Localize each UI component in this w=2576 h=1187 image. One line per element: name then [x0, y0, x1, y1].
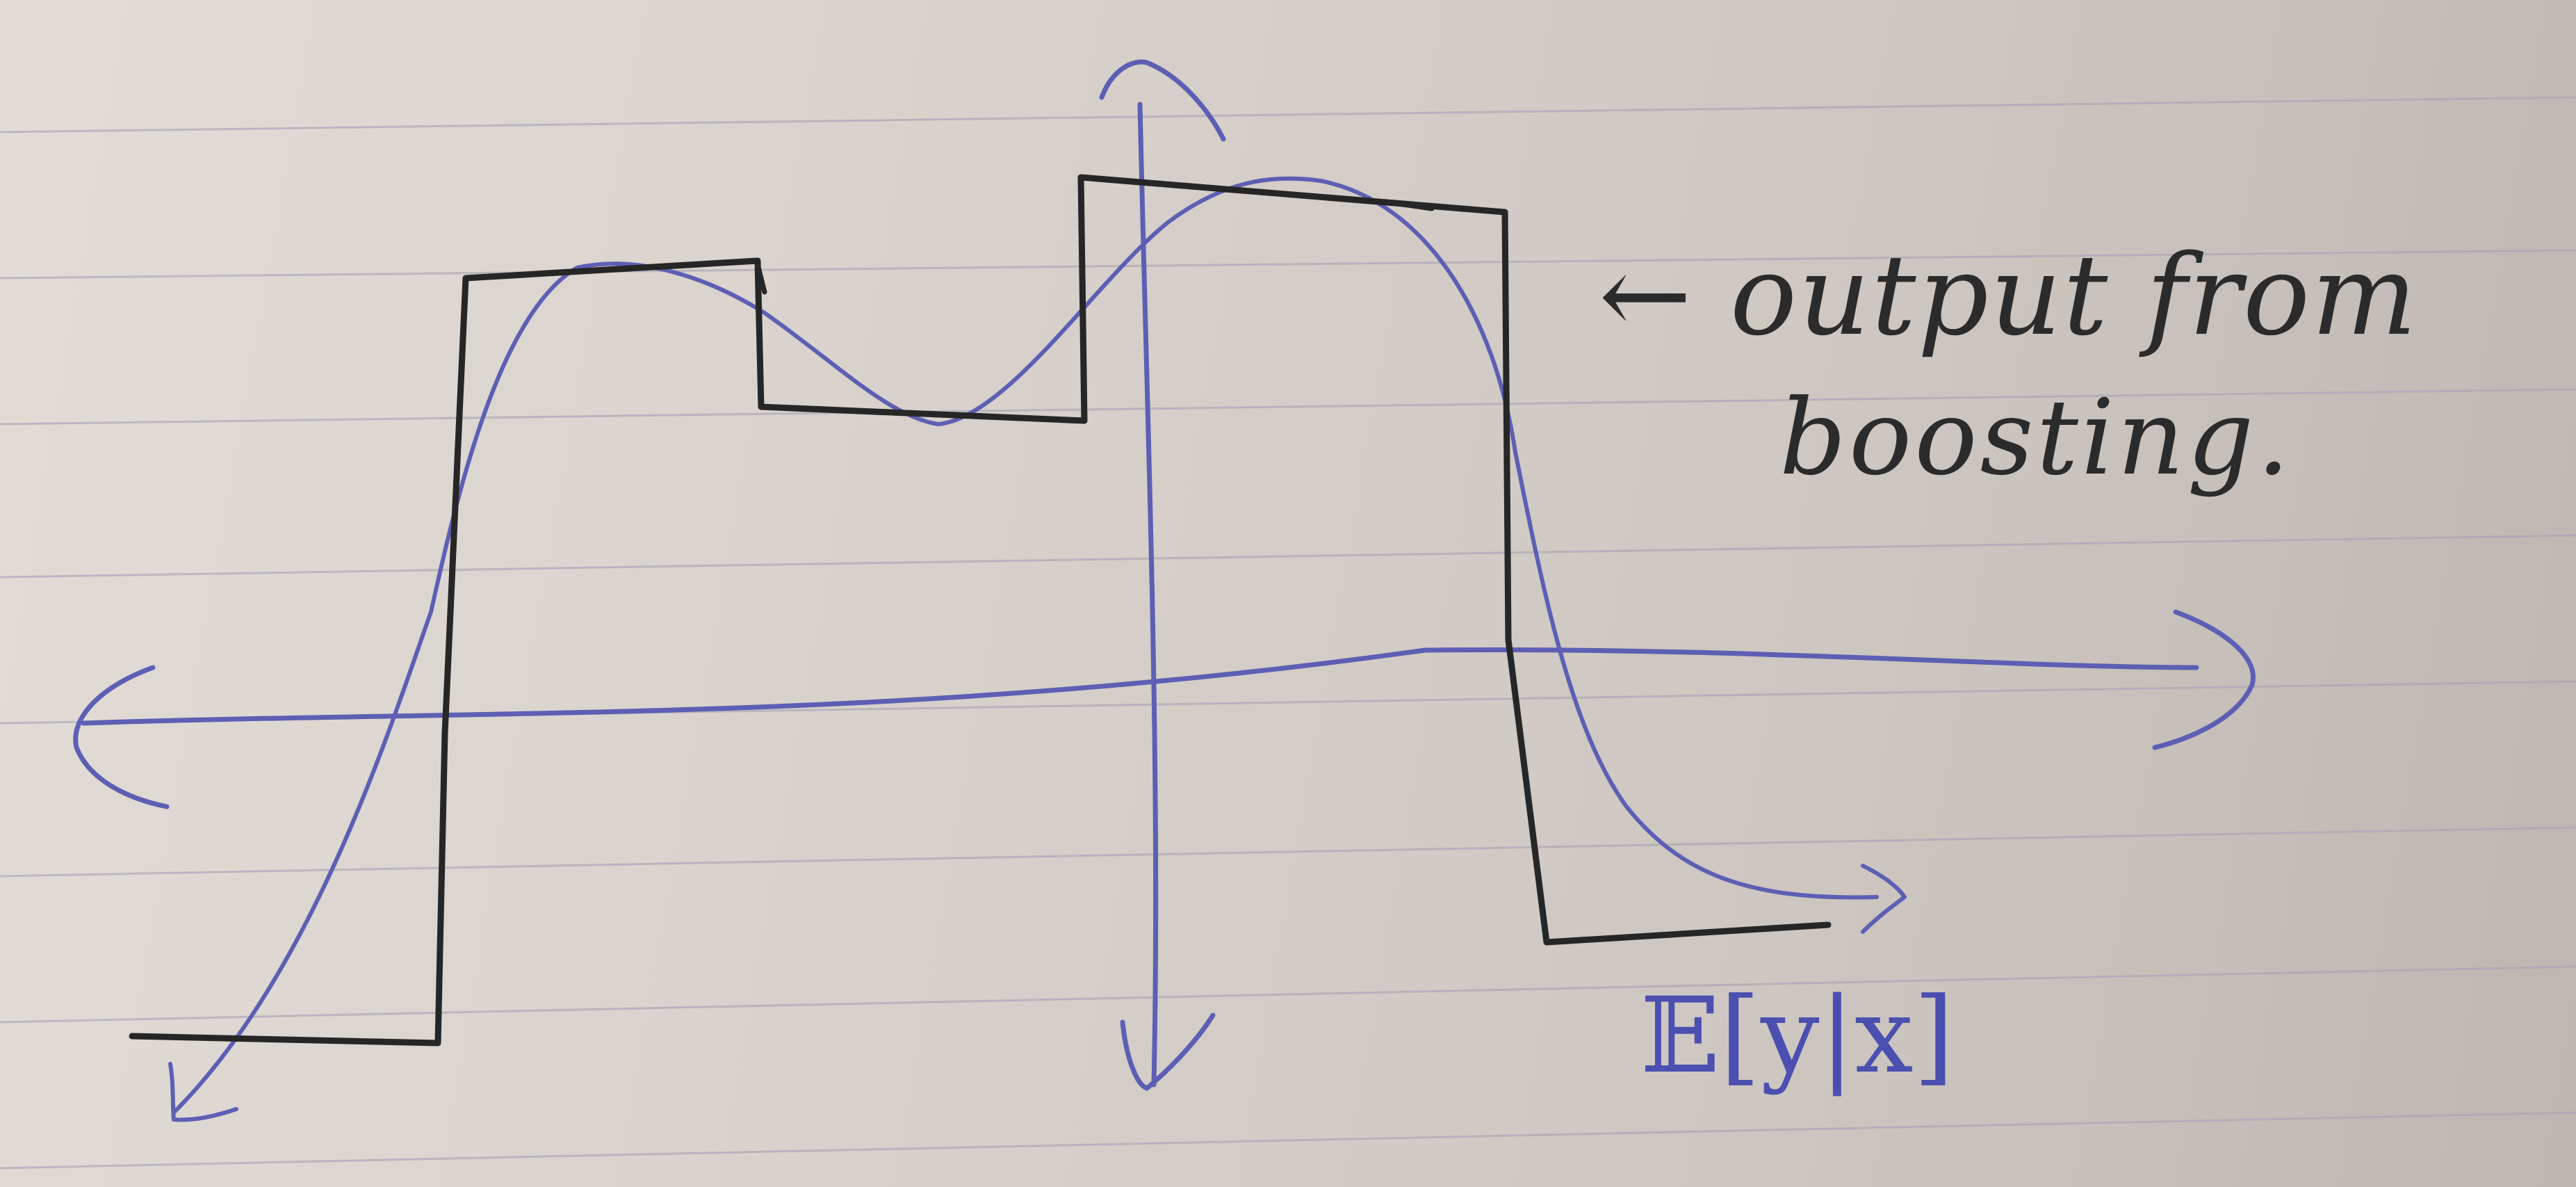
output-note-line1: ← output from — [1599, 230, 2418, 360]
y-axis-top-arrowhead — [1099, 59, 1226, 142]
x-axis-right-arrowhead — [2152, 609, 2256, 750]
x-axis-left-arrowhead — [73, 665, 170, 809]
y-axis-bottom-arrowhead — [1120, 1012, 1216, 1091]
output-note-line2: boosting. — [1779, 378, 2293, 499]
curve-left-arrowhead — [168, 1062, 238, 1122]
step-function — [129, 174, 1832, 1047]
y-axis — [1099, 59, 1226, 1091]
smooth-curve — [168, 176, 1907, 1122]
expectation-axis-label: 𝔼[y|x] — [1640, 976, 1955, 1097]
x-axis — [73, 609, 2256, 809]
step-overlap-stroke — [755, 261, 767, 295]
step-overlap-stroke-2 — [1380, 199, 1435, 211]
curve-right-arrowhead — [1861, 864, 1907, 934]
